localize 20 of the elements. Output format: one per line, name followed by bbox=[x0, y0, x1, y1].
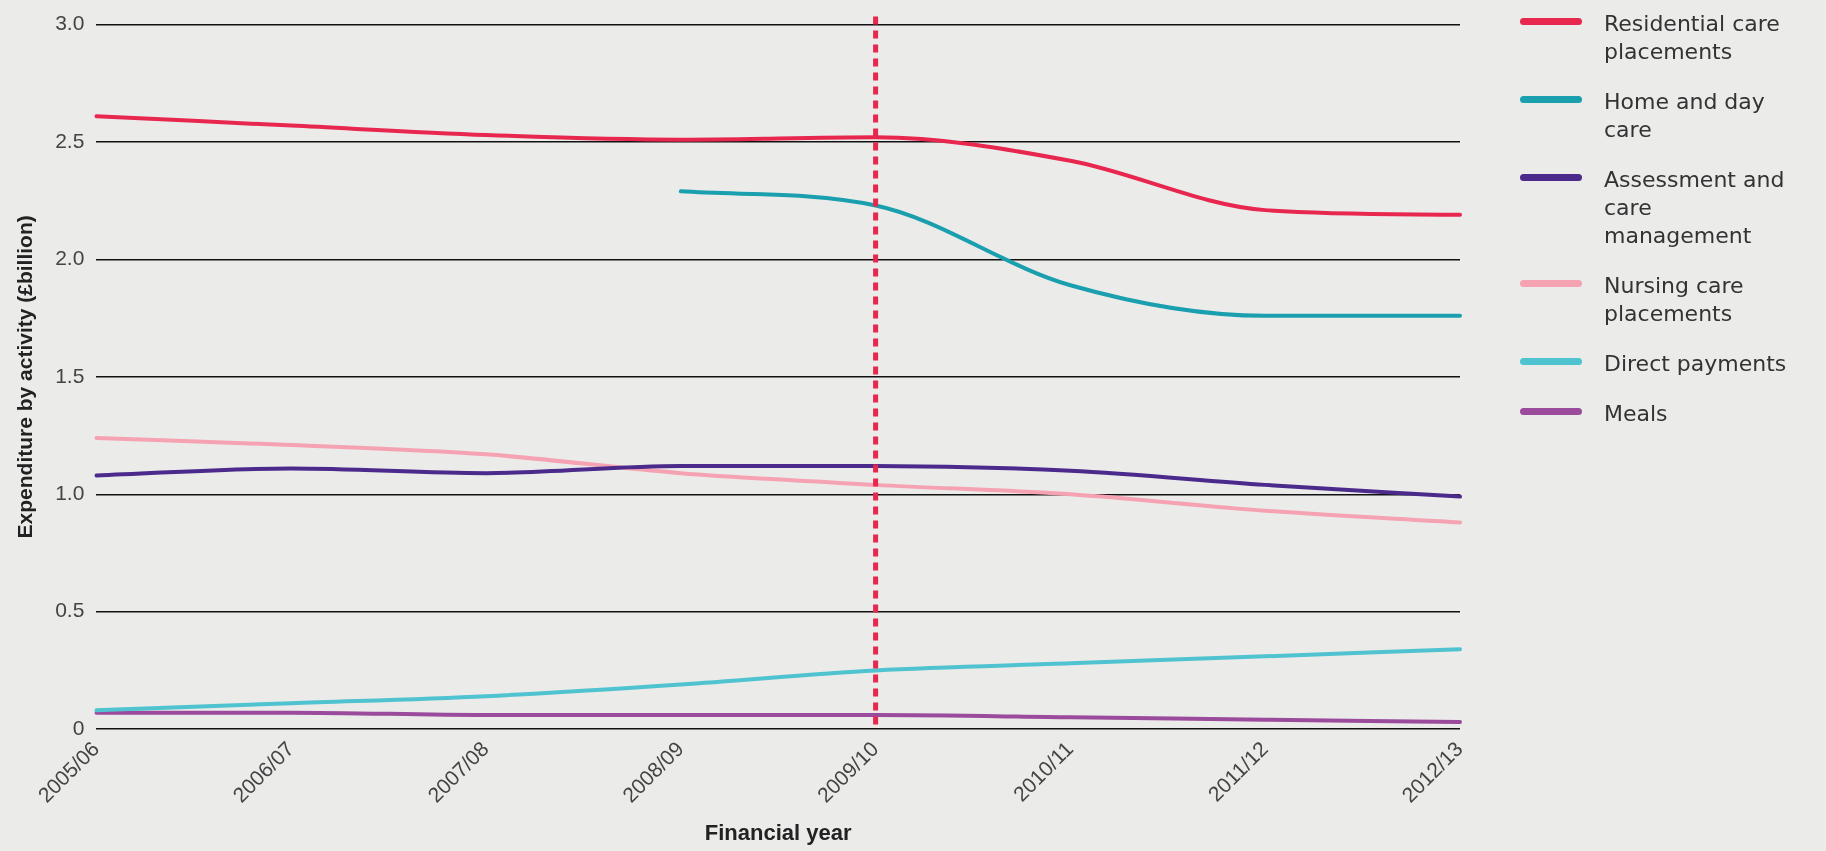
y-tick-label: 2.0 bbox=[55, 246, 85, 270]
legend-label: Residential care placements bbox=[1604, 10, 1781, 66]
legend-label: Home and day care bbox=[1604, 88, 1766, 144]
x-axis-title: Financial year bbox=[704, 819, 852, 845]
line-series bbox=[94, 435, 1462, 525]
line-series bbox=[94, 647, 1462, 713]
y-tick-label: 0.5 bbox=[55, 598, 85, 622]
line-series bbox=[678, 189, 1462, 318]
line-series bbox=[94, 710, 1462, 725]
y-tick-label: 2.5 bbox=[55, 128, 85, 152]
line-series bbox=[94, 464, 1462, 499]
y-tick-label: 3.0 bbox=[55, 11, 85, 35]
y-axis-title: Expenditure by activity (£billion) bbox=[13, 215, 37, 539]
y-tick-label: 0 bbox=[72, 715, 85, 739]
legend-label: Direct payments bbox=[1604, 350, 1788, 378]
legend-label: Meals bbox=[1604, 400, 1669, 428]
y-tick-label: 1.0 bbox=[55, 481, 85, 505]
legend-label: Assessment and care management bbox=[1604, 166, 1786, 250]
y-tick-label: 1.5 bbox=[55, 363, 85, 387]
legend-label: Nursing care placements bbox=[1604, 272, 1745, 328]
